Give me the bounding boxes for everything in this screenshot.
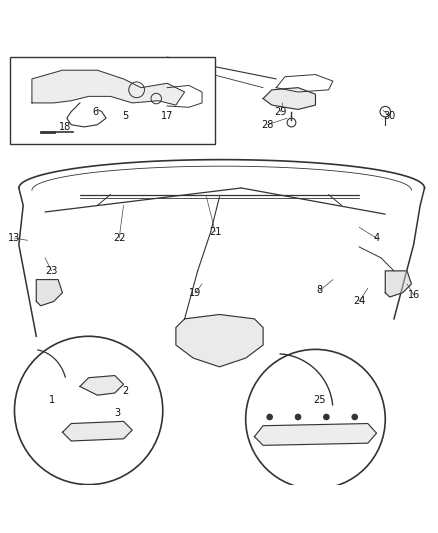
Circle shape [14, 336, 162, 484]
Text: 19: 19 [189, 288, 201, 297]
Circle shape [266, 414, 272, 419]
Polygon shape [254, 424, 376, 446]
Polygon shape [62, 422, 132, 441]
Text: 3: 3 [114, 408, 120, 418]
Polygon shape [262, 87, 315, 109]
Text: 13: 13 [8, 233, 21, 243]
Text: 25: 25 [313, 394, 325, 405]
Text: 4: 4 [373, 233, 379, 243]
Text: 5: 5 [122, 111, 128, 121]
Text: 21: 21 [208, 227, 221, 237]
Text: 17: 17 [161, 111, 173, 121]
Polygon shape [176, 314, 262, 367]
Polygon shape [32, 70, 184, 105]
Text: 29: 29 [274, 107, 286, 117]
Text: 16: 16 [406, 290, 419, 300]
Circle shape [245, 350, 385, 489]
Text: 2: 2 [122, 386, 128, 396]
Text: 18: 18 [58, 122, 71, 132]
Polygon shape [36, 280, 62, 306]
Text: 1: 1 [48, 394, 54, 405]
Text: 24: 24 [352, 296, 364, 306]
Text: 8: 8 [316, 286, 322, 295]
Text: 22: 22 [113, 233, 125, 243]
Circle shape [323, 414, 328, 419]
Bar [10, 57, 215, 144]
Text: 30: 30 [383, 111, 395, 121]
Polygon shape [385, 271, 410, 297]
Text: 6: 6 [92, 107, 98, 117]
Polygon shape [80, 376, 123, 395]
Text: 28: 28 [261, 120, 273, 130]
Text: 23: 23 [45, 266, 58, 276]
Circle shape [351, 414, 357, 419]
Circle shape [295, 414, 300, 419]
